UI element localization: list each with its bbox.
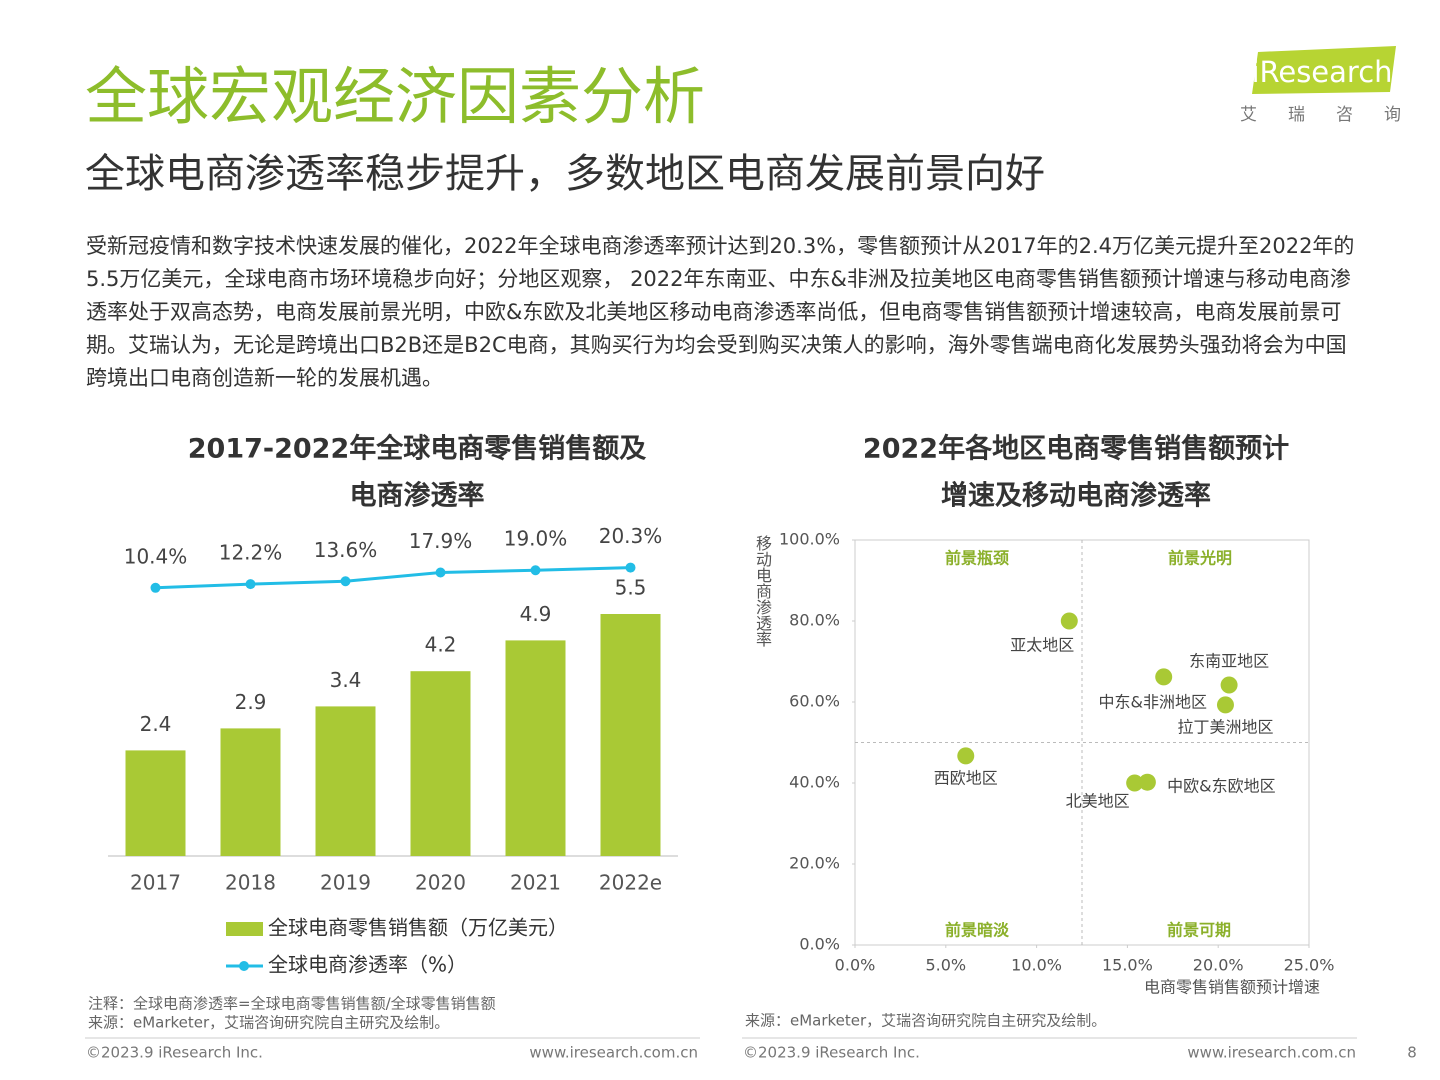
x-tick-label: 25.0% bbox=[1284, 956, 1335, 975]
note: 注释：全球电商渗透率=全球电商零售销售额/全球零售销售额 bbox=[88, 995, 496, 1013]
bar bbox=[600, 614, 661, 856]
quadrant-label: 前景瓶颈 bbox=[945, 549, 1009, 568]
bar-label: 2.9 bbox=[235, 690, 267, 714]
line-label: 12.2% bbox=[219, 541, 283, 565]
x-tick-label: 10.0% bbox=[1011, 956, 1062, 975]
quadrant-label: 前景暗淡 bbox=[945, 921, 1010, 940]
point-label: 中东&非洲地区 bbox=[1098, 692, 1206, 711]
x-tick-label: 5.0% bbox=[925, 956, 966, 975]
chart-title: 2022年各地区电商零售销售额预计 bbox=[863, 433, 1289, 465]
page-number: 8 bbox=[1407, 1044, 1417, 1062]
x-tick-label: 15.0% bbox=[1102, 956, 1153, 975]
point bbox=[1216, 696, 1234, 714]
x-axis-label: 电商零售销售额预计增速 bbox=[1144, 978, 1320, 997]
point bbox=[1155, 668, 1173, 686]
y-tick-label: 0.0% bbox=[799, 935, 840, 954]
bar-label: 4.2 bbox=[425, 633, 457, 657]
point bbox=[957, 747, 975, 765]
point bbox=[1138, 773, 1156, 791]
bar bbox=[505, 640, 566, 856]
bar-label: 2.4 bbox=[140, 712, 172, 736]
line-marker bbox=[530, 565, 541, 576]
x-tick-label: 2022e bbox=[599, 871, 662, 895]
bar bbox=[410, 671, 471, 856]
x-tick-label: 2019 bbox=[320, 871, 371, 895]
point-label: 西欧地区 bbox=[934, 768, 998, 787]
x-tick-label: 20.0% bbox=[1193, 956, 1244, 975]
url: www.iresearch.com.cn bbox=[529, 1044, 698, 1062]
chart-title: 电商渗透率 bbox=[350, 480, 485, 512]
title: 全球宏观经济因素分析 bbox=[85, 60, 705, 133]
point-label: 东南亚地区 bbox=[1189, 651, 1269, 670]
source: 来源：eMarketer，艾瑞咨询研究院自主研究及绘制。 bbox=[88, 1014, 449, 1032]
legend-label: 全球电商渗透率（%） bbox=[268, 953, 467, 977]
point-label: 亚太地区 bbox=[1010, 636, 1074, 655]
logo: iResearch bbox=[1251, 55, 1392, 89]
line-marker bbox=[625, 562, 636, 573]
y-tick-label: 100.0% bbox=[779, 530, 840, 549]
legend-swatch bbox=[239, 961, 249, 971]
line-label: 13.6% bbox=[314, 538, 378, 562]
y-tick-label: 20.0% bbox=[789, 854, 840, 873]
bar bbox=[315, 706, 376, 856]
legend-label: 全球电商零售销售额（万亿美元） bbox=[268, 916, 568, 940]
point bbox=[1060, 612, 1078, 630]
logo-badge bbox=[1252, 46, 1396, 94]
y-axis-label: 移动电商渗透率 bbox=[753, 535, 772, 647]
y-tick-label: 80.0% bbox=[789, 611, 840, 630]
point-label: 中欧&东欧地区 bbox=[1167, 777, 1275, 796]
copyright: ©2023.9 iResearch Inc. bbox=[743, 1044, 920, 1062]
quadrant-label: 前景光明 bbox=[1168, 549, 1232, 568]
y-tick-label: 60.0% bbox=[789, 692, 840, 711]
point-label: 拉丁美洲地区 bbox=[1177, 717, 1273, 736]
line-marker bbox=[150, 582, 161, 593]
line-label: 17.9% bbox=[409, 529, 473, 553]
legend-swatch bbox=[226, 922, 263, 936]
x-tick-label: 2020 bbox=[415, 871, 466, 895]
subtitle: 全球电商渗透率稳步提升，多数地区电商发展前景向好 bbox=[85, 151, 1045, 197]
line-marker bbox=[340, 576, 351, 587]
x-tick-label: 2017 bbox=[130, 871, 181, 895]
line-label: 20.3% bbox=[599, 524, 663, 548]
chart-title: 2017-2022年全球电商零售销售额及 bbox=[188, 433, 647, 465]
bar-label: 3.4 bbox=[330, 668, 362, 692]
line-label: 19.0% bbox=[504, 527, 568, 551]
bar-label: 4.9 bbox=[520, 602, 552, 626]
bar bbox=[125, 750, 186, 856]
line-marker bbox=[245, 579, 256, 590]
line-marker bbox=[435, 567, 446, 578]
url: www.iresearch.com.cn bbox=[1187, 1044, 1356, 1062]
line bbox=[155, 566, 631, 590]
source: 来源：eMarketer，艾瑞咨询研究院自主研究及绘制。 bbox=[745, 1012, 1106, 1030]
bar-label: 5.5 bbox=[615, 576, 647, 600]
x-tick-label: 2021 bbox=[510, 871, 561, 895]
bar bbox=[220, 728, 281, 856]
y-tick-label: 40.0% bbox=[789, 773, 840, 792]
point bbox=[1220, 676, 1238, 694]
point bbox=[1126, 774, 1144, 792]
point-label: 北美地区 bbox=[1066, 792, 1130, 811]
quadrant-label: 前景可期 bbox=[1167, 921, 1231, 940]
x-tick-label: 0.0% bbox=[835, 956, 876, 975]
body-text: 受新冠疫情和数字技术快速发展的催化，2022年全球电商渗透率预计达到20.3%，… bbox=[86, 234, 1355, 390]
x-tick-label: 2018 bbox=[225, 871, 276, 895]
chart-title: 增速及移动电商渗透率 bbox=[941, 480, 1211, 512]
logo-sub: 艾瑞咨询 bbox=[1240, 105, 1432, 125]
line-label: 10.4% bbox=[124, 544, 188, 568]
copyright: ©2023.9 iResearch Inc. bbox=[86, 1044, 263, 1062]
